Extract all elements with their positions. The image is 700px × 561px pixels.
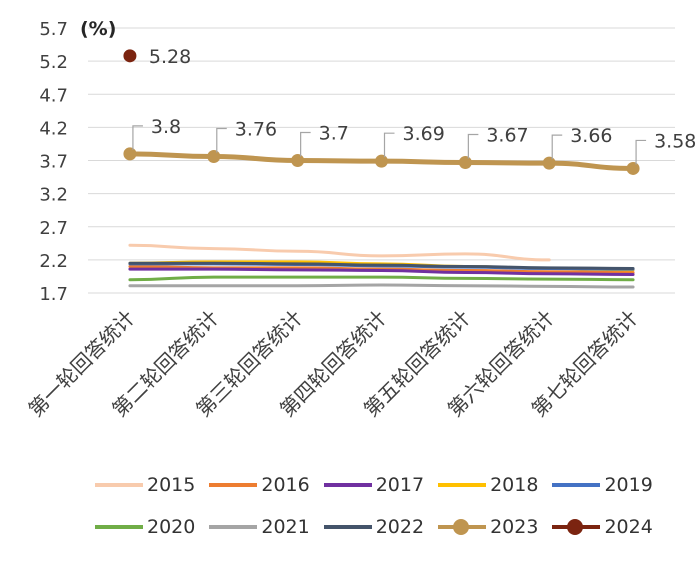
legend-label: 2018 [490,474,539,496]
legend-swatch [438,477,487,493]
legend-line [323,525,372,529]
series-lines [123,49,640,289]
data-label: 3.66 [570,125,612,147]
legend-swatch [209,519,258,535]
legend: 2015 2016 2017 2018 2019 2020 2021 2022 2023 2024 [95,472,655,556]
line-chart: 5.7 5.2 4.7 4.2 3.7 3.2 2.7 2.2 1.7 (%) 第一轮回答统计第… [23,18,696,422]
data-label-leader [551,134,563,160]
legend-line [95,525,143,529]
data-label-leader [383,132,395,158]
y-tick-label: 3.7 [39,152,68,173]
x-axis: 第一轮回答统计第二轮回答统计第三轮回答统计第四轮回答统计第五轮回答统计第六轮回答… [23,306,642,422]
legend-item-2019: 2019 [552,474,653,496]
legend-item-2022: 2022 [323,516,425,538]
legend-item-2015: 2015 [95,474,195,496]
legend-row: 2015 2016 2017 2018 2019 [95,472,655,498]
point-2023 [207,150,221,164]
point-2023 [291,154,305,167]
data-label: 3.7 [319,123,349,145]
y-tick-label: 5.2 [39,52,68,73]
legend-item-2024: 2024 [552,516,653,538]
legend-swatch [323,477,372,493]
unit-label: (%) [80,18,116,40]
data-label: 3.8 [151,116,181,138]
point-2023 [542,156,556,170]
legend-item-2021: 2021 [209,516,310,538]
legend-item-2023: 2023 [438,516,538,538]
legend-swatch [438,519,487,535]
point-2023 [458,155,472,169]
data-label-leader [635,139,647,165]
legend-label: 2023 [490,516,539,538]
y-tick-label: 5.7 [39,19,68,40]
legend-row: 2020 2021 2022 2023 2024 [95,514,655,540]
y-tick-label: 2.7 [39,218,68,239]
point-2023 [123,147,137,161]
point-2023 [626,161,640,175]
legend-swatch [209,477,258,493]
series-line-2022 [128,261,635,270]
legend-label: 2020 [147,516,196,538]
y-axis: 5.7 5.2 4.7 4.2 3.7 3.2 2.7 2.2 1.7 [39,19,68,305]
legend-item-2018: 2018 [438,474,538,496]
legend-item-2017: 2017 [323,474,425,496]
data-label-leader [216,127,227,153]
y-tick-label: 1.7 [39,284,68,305]
legend-marker [567,519,584,535]
data-label: 5.28 [149,46,191,68]
y-tick-label: 4.2 [39,118,68,139]
legend-label: 2022 [375,516,425,538]
legend-label: 2017 [375,474,425,496]
legend-line [323,483,372,487]
series-line-2021 [128,283,635,289]
legend-line [209,525,258,529]
legend-line [438,483,487,487]
legend-swatch [95,519,143,535]
data-label-leader [467,133,479,159]
point-2024 [123,49,137,63]
legend-swatch [323,519,372,535]
y-tick-label: 3.2 [39,185,68,206]
legend-swatch [552,477,601,493]
legend-line [95,483,143,487]
point-2023 [375,154,388,168]
legend-line [552,483,601,487]
series-line-2020 [128,275,635,282]
y-tick-label: 4.7 [39,85,68,106]
legend-label: 2021 [261,516,310,538]
legend-item-2016: 2016 [209,474,310,496]
data-label-leader [300,131,311,157]
data-label: 3.58 [654,130,696,152]
legend-swatch [95,477,143,493]
legend-label: 2016 [261,474,310,496]
legend-label: 2019 [604,474,653,496]
data-labels: 3.8 3.76 3.7 3.69 3.67 3.66 3.58 5.28 [132,46,696,165]
y-tick-label: 2.2 [39,251,68,272]
legend-item-2020: 2020 [95,516,195,538]
legend-marker [453,519,470,535]
data-label-leader [132,125,143,150]
data-label: 3.69 [403,123,445,145]
legend-label: 2015 [147,474,196,496]
data-label: 3.67 [486,124,528,146]
series-line-2015 [128,243,551,262]
series-line-2017 [128,267,635,276]
legend-label: 2024 [604,516,653,538]
data-label: 3.76 [235,119,277,141]
legend-line [209,483,258,487]
legend-swatch [552,519,601,535]
